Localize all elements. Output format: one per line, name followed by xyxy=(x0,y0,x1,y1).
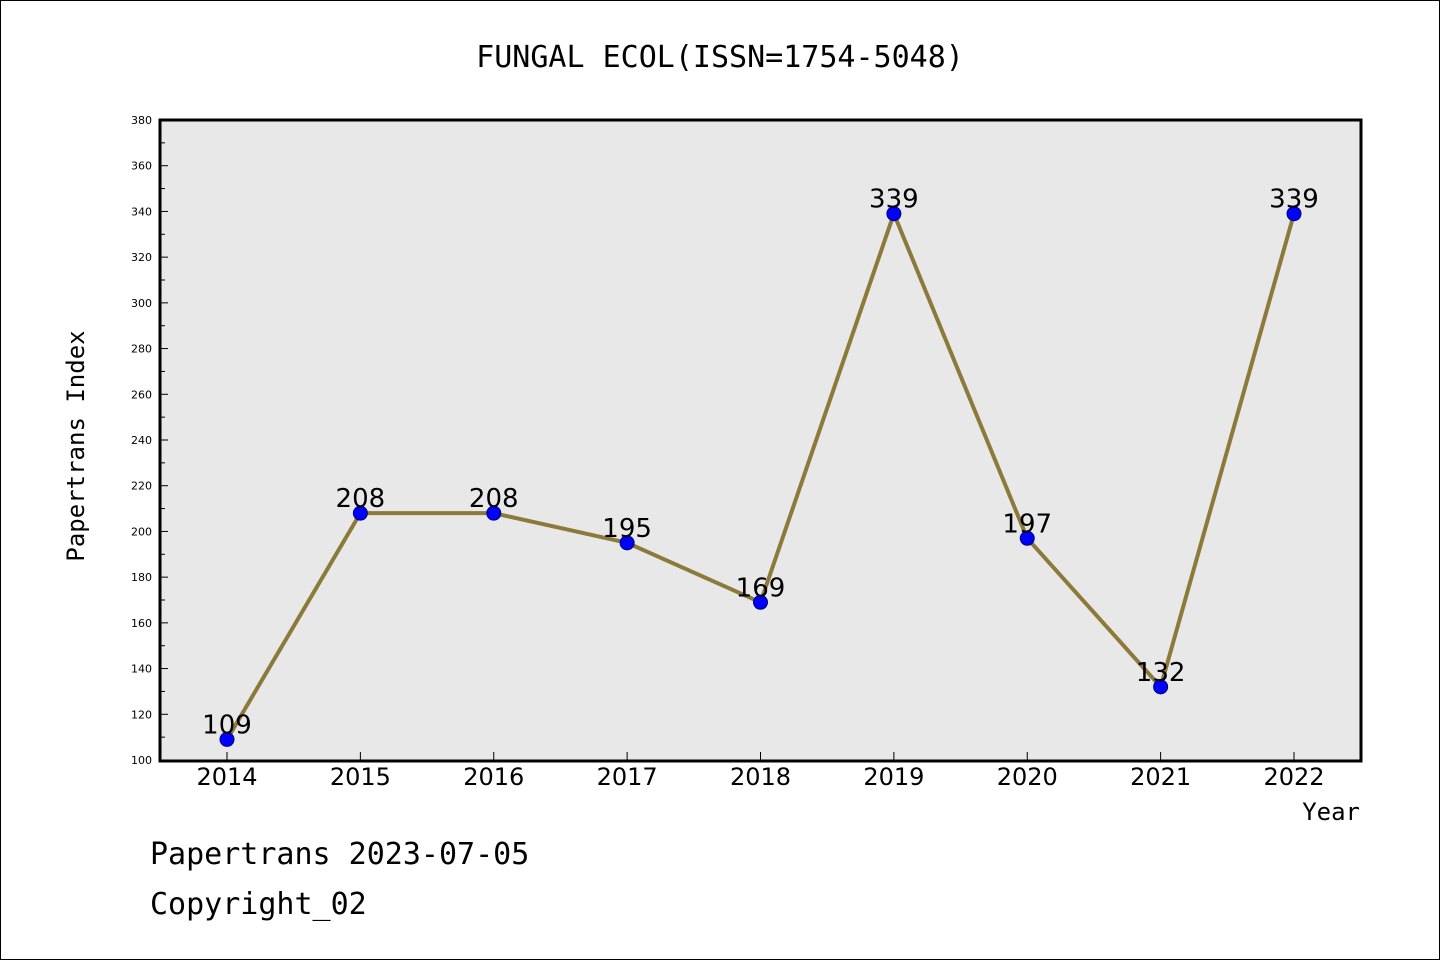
data-label: 195 xyxy=(602,514,652,544)
x-tick-label: 2017 xyxy=(597,763,658,791)
data-label: 109 xyxy=(202,710,252,740)
y-tick-label: 180 xyxy=(131,571,152,584)
chart-title: FUNGAL ECOL(ISSN=1754-5048) xyxy=(476,40,964,75)
data-label: 208 xyxy=(336,484,386,514)
series-markers xyxy=(219,206,1302,747)
y-tick-label: 100 xyxy=(131,754,152,767)
x-axis-label: Year xyxy=(1302,798,1360,826)
data-point xyxy=(886,206,902,222)
data-label: 339 xyxy=(1269,185,1319,215)
footer-copyright: Copyright_02 xyxy=(150,887,367,922)
y-tick-label: 140 xyxy=(131,663,152,676)
x-axis: 2014 2015 2016 2017 2018 2019 2020 2021 2022 xyxy=(196,752,1325,791)
y-tick-label: 320 xyxy=(131,251,152,264)
y-tick-label: 220 xyxy=(131,480,152,493)
y-tick-label: 280 xyxy=(131,343,152,356)
data-point xyxy=(1286,206,1302,222)
x-tick-label: 2018 xyxy=(730,763,791,791)
y-tick-label: 200 xyxy=(131,525,152,538)
y-tick-label: 240 xyxy=(131,434,152,447)
data-labels: 109 208 208 195 169 339 197 132 339 xyxy=(202,185,1319,741)
data-label: 132 xyxy=(1136,658,1186,688)
y-tick-label: 380 xyxy=(131,114,152,127)
x-tick-label: 2019 xyxy=(863,763,924,791)
x-tick-label: 2020 xyxy=(997,763,1058,791)
data-point xyxy=(486,505,502,521)
data-label: 197 xyxy=(1002,509,1052,539)
data-point xyxy=(1153,679,1169,695)
data-label: 208 xyxy=(469,484,519,514)
y-tick-label: 260 xyxy=(131,388,152,401)
data-point xyxy=(1019,530,1035,546)
data-point xyxy=(352,505,368,521)
data-label: 169 xyxy=(736,573,786,603)
footer-date: Papertrans 2023-07-05 xyxy=(150,837,529,872)
y-tick-label: 360 xyxy=(131,160,152,173)
data-point xyxy=(619,535,635,551)
y-axis-label: Papertrans Index xyxy=(62,330,90,561)
x-tick-label: 2021 xyxy=(1130,763,1191,791)
y-tick-label: 120 xyxy=(131,708,152,721)
x-tick-label: 2016 xyxy=(463,763,524,791)
data-point xyxy=(219,731,235,747)
y-tick-label: 300 xyxy=(131,297,152,310)
x-tick-label: 2022 xyxy=(1263,763,1324,791)
y-tick-label: 160 xyxy=(131,617,152,630)
x-tick-label: 2014 xyxy=(196,763,257,791)
data-point xyxy=(753,594,768,610)
y-axis: 100 120 140 160 180 200 220 240 260 280 300 320 340 3… xyxy=(131,114,168,767)
x-tick-label: 2015 xyxy=(330,763,391,791)
y-tick-label: 340 xyxy=(131,205,152,218)
data-label: 339 xyxy=(869,185,919,215)
plot-area xyxy=(158,118,1363,763)
